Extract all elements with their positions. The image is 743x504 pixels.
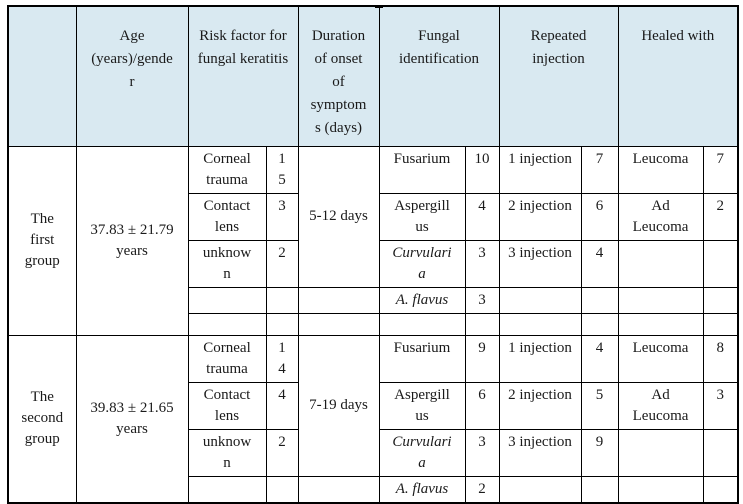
header-healed-with: Healed with — [617, 5, 739, 147]
healed-count: 2 — [702, 192, 739, 241]
empty-cell — [498, 312, 582, 336]
injection-label: 3 injection — [498, 239, 582, 288]
empty-cell — [580, 312, 619, 336]
fungus-count: 10 — [464, 145, 500, 194]
healed-count: 3 — [702, 381, 739, 430]
risk-factor-label: unknown — [187, 239, 267, 288]
empty-cell — [187, 312, 267, 336]
empty-cell — [297, 312, 380, 336]
fungus-label: Aspergillus — [378, 381, 466, 430]
risk-factor-count: 14 — [265, 334, 299, 383]
healed-label: Ad Leucoma — [617, 381, 704, 430]
healed-label: Leucoma — [617, 334, 704, 383]
empty-cell — [702, 475, 739, 503]
fungus-label: Fusarium — [378, 334, 466, 383]
header-repeated-injection: Repeated injection — [498, 5, 619, 147]
injection-count: 9 — [580, 428, 619, 477]
injection-label: 3 injection — [498, 428, 582, 477]
group1-age-value: 37.83 ± 21.79 years — [75, 145, 189, 336]
table-row: The first group 37.83 ± 21.79 years Corn… — [7, 145, 739, 336]
fungal-keratitis-table: Age (years)/gender Risk factor for funga… — [7, 5, 740, 504]
risk-factor-label: Corneal trauma — [187, 334, 267, 383]
header-row: Age (years)/gender Risk factor for funga… — [7, 5, 739, 147]
empty-cell — [498, 286, 582, 314]
empty-cell — [617, 239, 704, 288]
empty-cell — [378, 312, 466, 336]
header-risk-factor: Risk factor for fungal keratitis — [187, 5, 299, 147]
header-fungal-identification: Fungal identification — [378, 5, 500, 147]
injection-count: 4 — [580, 239, 619, 288]
group2-label: The second group — [7, 334, 77, 503]
group2-age-value: 39.83 ± 21.65 years — [75, 334, 189, 503]
empty-cell — [702, 312, 739, 336]
header-blank-cell — [7, 5, 77, 147]
empty-cell — [265, 475, 299, 503]
empty-cell — [702, 239, 739, 288]
empty-cell — [265, 312, 299, 336]
empty-cell — [498, 475, 582, 503]
empty-cell — [297, 475, 380, 503]
document-page: Age (years)/gender Risk factor for funga… — [7, 5, 740, 504]
table-row: The second group 39.83 ± 21.65 years Cor… — [7, 334, 739, 503]
healed-label: Leucoma — [617, 145, 704, 194]
fungus-count: 3 — [464, 239, 500, 288]
empty-cell — [617, 475, 704, 503]
injection-label: 1 injection — [498, 334, 582, 383]
empty-cell — [187, 286, 267, 314]
separator-row — [8, 312, 739, 336]
group1-duration-value: 5-12 days — [297, 145, 380, 288]
fungus-label: Curvularia — [378, 428, 466, 477]
header-age: Age (years)/gender — [75, 5, 189, 147]
fungus-count: 4 — [464, 192, 500, 241]
risk-factor-label: unknown — [187, 428, 267, 477]
empty-cell — [187, 475, 267, 503]
fungus-count: 9 — [464, 334, 500, 383]
risk-factor-count: 3 — [265, 192, 299, 241]
fungus-label: A. flavus — [378, 475, 466, 503]
risk-factor-label: Contact lens — [187, 192, 267, 241]
empty-cell — [464, 312, 500, 336]
fungus-label: A. flavus — [378, 286, 466, 314]
empty-cell — [702, 286, 739, 314]
empty-cell — [265, 286, 299, 314]
empty-cell — [702, 428, 739, 477]
healed-count: 7 — [702, 145, 739, 194]
fungus-count: 3 — [464, 286, 500, 314]
empty-cell — [617, 428, 704, 477]
injection-count: 6 — [580, 192, 619, 241]
empty-cell — [580, 475, 619, 503]
fungus-count: 2 — [464, 475, 500, 503]
header-duration: Duration of onset of symptoms (days) — [297, 5, 380, 147]
injection-count: 7 — [580, 145, 619, 194]
risk-factor-count: 4 — [265, 381, 299, 430]
fungus-label: Aspergillus — [378, 192, 466, 241]
healed-label: Ad Leucoma — [617, 192, 704, 241]
cropped-caption-fragment — [375, 5, 383, 8]
group1-label: The first group — [7, 145, 77, 336]
group2-duration-value: 7-19 days — [297, 334, 380, 477]
table-row: unknown 2 Curvularia 3 3 injection 4 — [8, 239, 739, 288]
injection-label: 2 injection — [498, 192, 582, 241]
table-row: unknown 2 Curvularia 3 3 injection 9 — [8, 428, 739, 477]
injection-count: 5 — [580, 381, 619, 430]
empty-cell — [617, 286, 704, 314]
fungus-count: 6 — [464, 381, 500, 430]
injection-label: 2 injection — [498, 381, 582, 430]
risk-factor-count: 2 — [265, 239, 299, 288]
injection-count: 4 — [580, 334, 619, 383]
fungus-label: Curvularia — [378, 239, 466, 288]
empty-cell — [580, 286, 619, 314]
table-row: Contact lens 3 Aspergillus 4 2 injection… — [8, 192, 739, 241]
fungus-count: 3 — [464, 428, 500, 477]
risk-factor-label: Contact lens — [187, 381, 267, 430]
risk-factor-label: Corneal trauma — [187, 145, 267, 194]
risk-factor-count: 15 — [265, 145, 299, 194]
table-row: A. flavus 3 — [8, 286, 739, 314]
empty-cell — [617, 312, 704, 336]
empty-cell — [297, 286, 380, 314]
healed-count: 8 — [702, 334, 739, 383]
fungus-label: Fusarium — [378, 145, 466, 194]
injection-label: 1 injection — [498, 145, 582, 194]
risk-factor-count: 2 — [265, 428, 299, 477]
